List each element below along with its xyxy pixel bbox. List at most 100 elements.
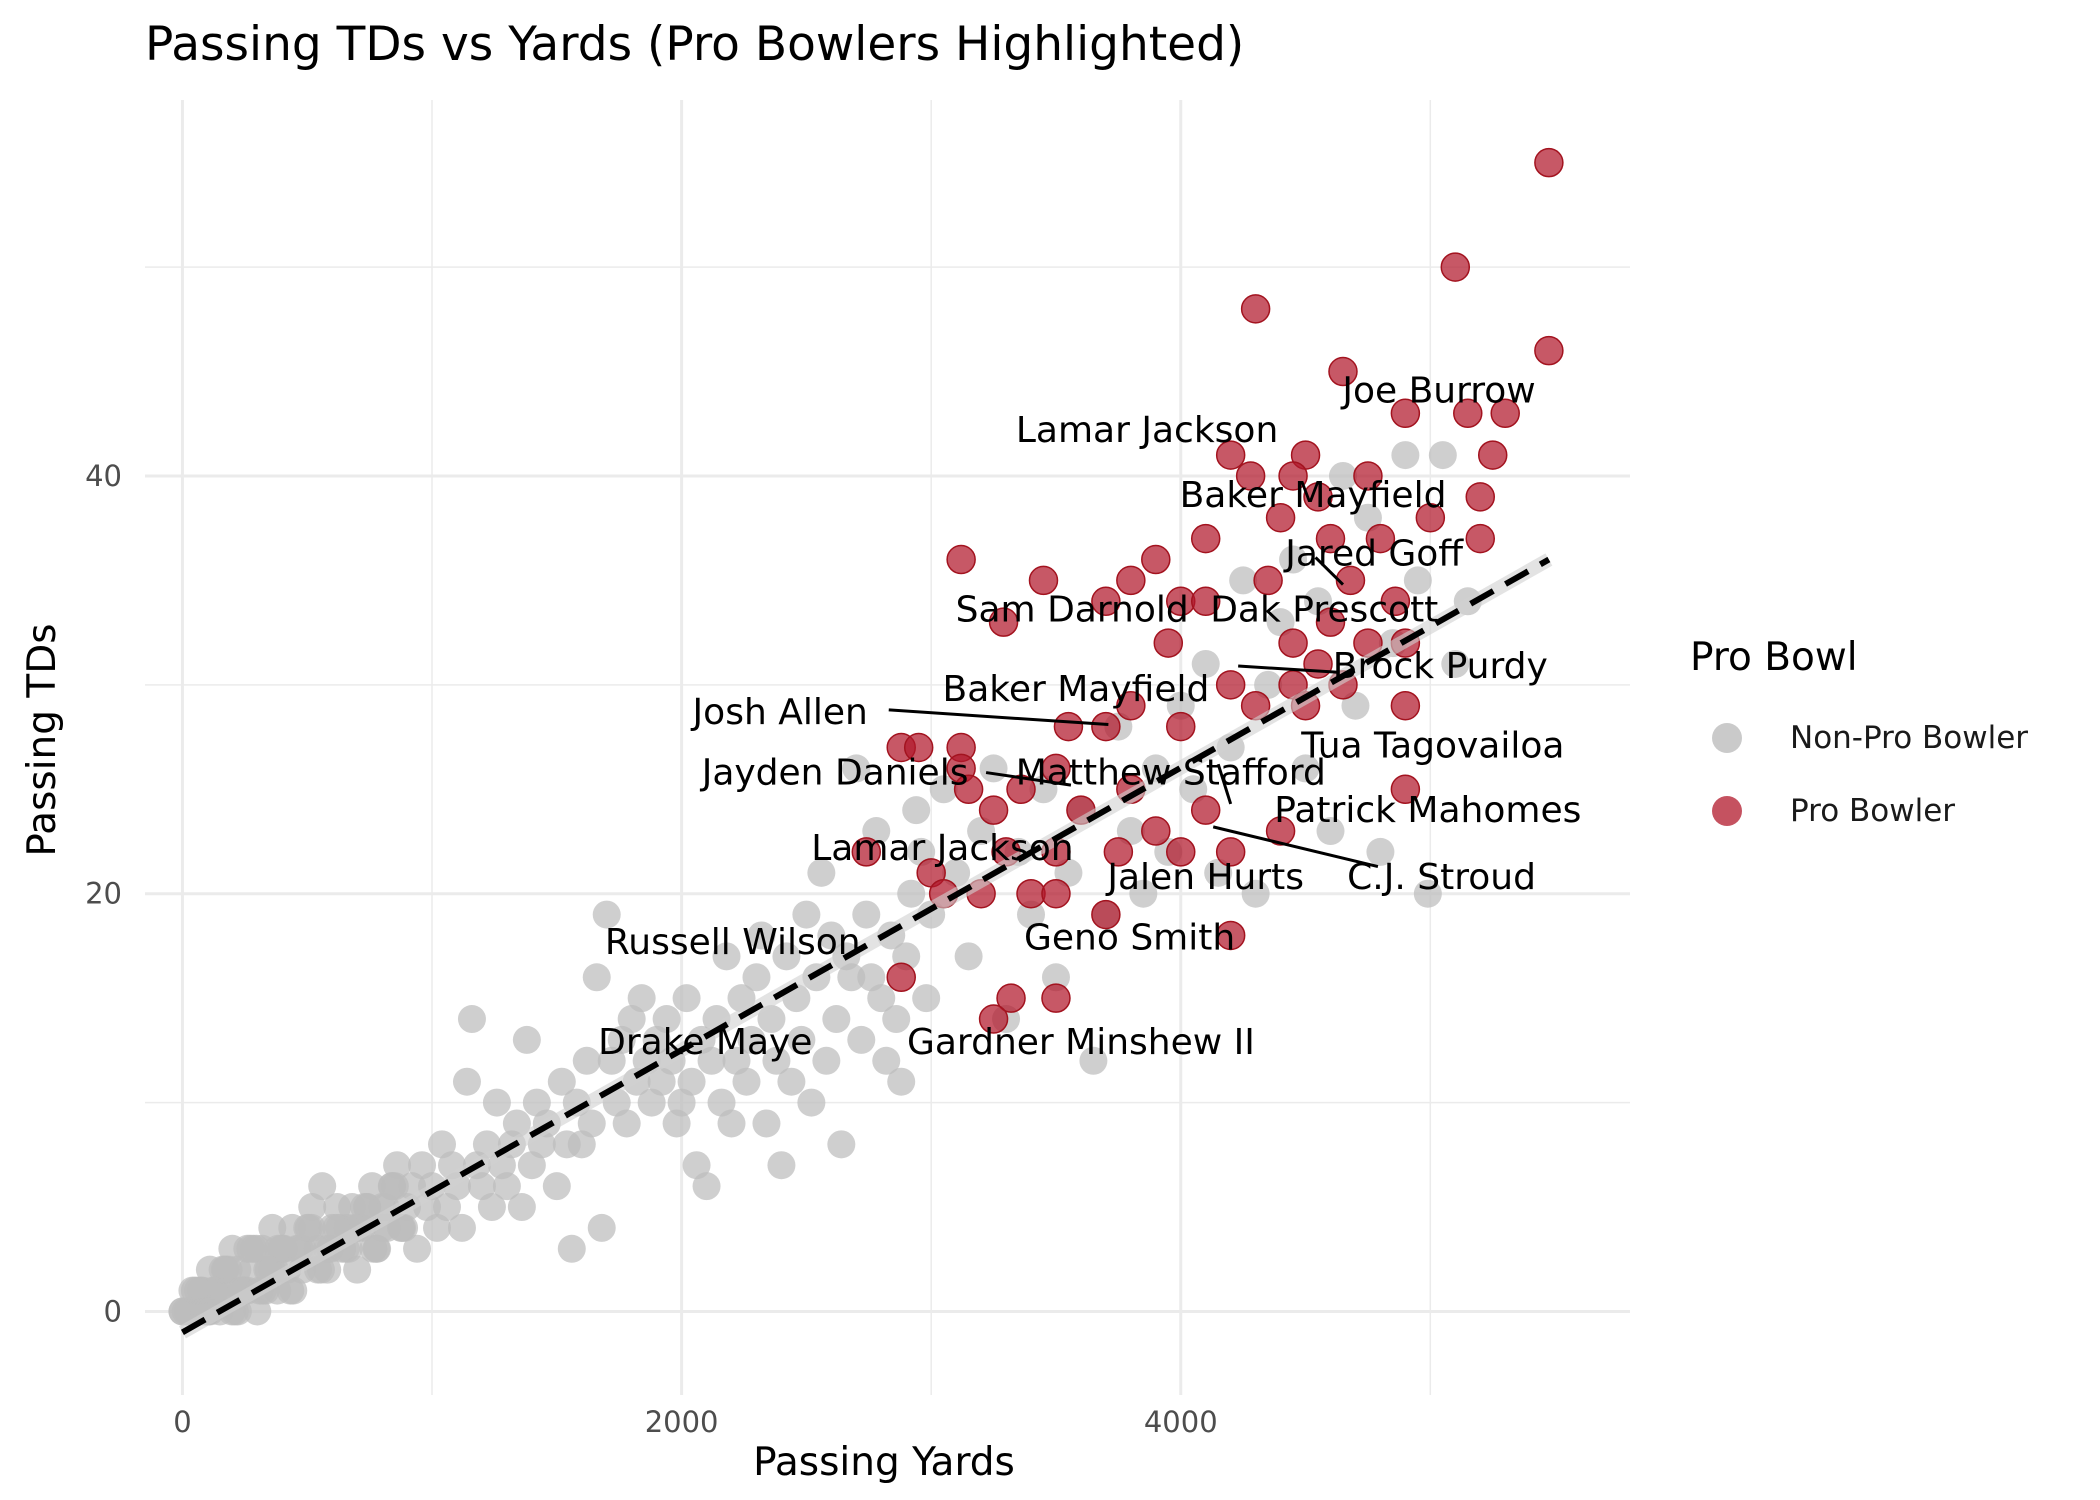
x-tick-label: 2000 (645, 1405, 719, 1439)
leader-line (888, 708, 1109, 727)
data-point-non-pro (507, 1193, 536, 1222)
x-tick-label: 0 (173, 1405, 191, 1439)
data-point-non-pro (1017, 900, 1046, 929)
data-point-non-pro (697, 1046, 726, 1075)
data-point-non-pro (757, 1005, 786, 1034)
data-point-non-pro (577, 1109, 606, 1138)
data-point-non-pro (717, 1109, 746, 1138)
data-point-non-pro (752, 1109, 781, 1138)
data-point-non-pro (1316, 817, 1345, 846)
data-point-non-pro (637, 1088, 666, 1117)
data-point-non-pro (707, 1088, 736, 1117)
legend-label-non-pro-bowler: Non-Pro Bowler (1790, 720, 2028, 756)
trend-line (178, 553, 1553, 1339)
data-point-non-pro (1116, 817, 1145, 846)
leader-line (1216, 763, 1233, 805)
annotation-label: Sam Darnold (956, 590, 1189, 631)
data-point-non-pro (607, 1025, 636, 1054)
data-point-non-pro (902, 796, 931, 825)
data-point-non-pro (837, 963, 866, 992)
data-point-pro (1440, 252, 1471, 282)
data-point-non-pro (1179, 775, 1208, 804)
data-point-non-pro (447, 1213, 476, 1242)
data-point-non-pro (929, 775, 958, 804)
data-point-pro (1215, 920, 1246, 951)
data-point-pro (886, 962, 916, 993)
y-tick-labels: 0 20 40 (85, 459, 122, 1328)
leader-line (1314, 556, 1345, 586)
data-point-non-pro (350, 1193, 379, 1222)
data-point-non-pro (677, 1067, 706, 1096)
data-point-non-pro (208, 1255, 237, 1284)
pro-bowler-points (851, 147, 1564, 1034)
annotation-leader-lines (888, 556, 1379, 869)
chart-title: Passing TDs vs Yards (Pro Bowlers Highli… (145, 17, 1244, 72)
annotation-label: Dak Prescott (1210, 590, 1438, 631)
data-point-non-pro (1166, 691, 1195, 720)
data-point-pro (1490, 398, 1520, 429)
data-point-pro (1415, 502, 1446, 533)
data-point-non-pro (652, 1005, 681, 1034)
data-point-pro (1303, 649, 1333, 679)
data-point-pro (978, 795, 1009, 825)
data-point-pro (1116, 565, 1146, 596)
data-point-non-pro (1229, 566, 1258, 595)
data-point-non-pro (817, 921, 846, 950)
data-point-non-pro (872, 1046, 901, 1075)
data-point-non-pro (797, 1088, 826, 1117)
data-point-pro (1016, 878, 1046, 909)
data-point-pro (1465, 482, 1496, 512)
annotation-label: Drake Maye (598, 1022, 812, 1063)
trend-dashed-line (180, 556, 1551, 1335)
data-point-non-pro (682, 1151, 711, 1180)
data-point-pro (1453, 398, 1483, 429)
data-point-non-pro (777, 1067, 806, 1096)
data-point-pro (1278, 461, 1308, 491)
data-point-pro (1240, 294, 1271, 324)
data-point-non-pro (812, 1046, 841, 1075)
data-point-non-pro (467, 1172, 496, 1201)
data-point-non-pro (1054, 858, 1083, 887)
data-point-non-pro (772, 942, 801, 971)
x-tick-label: 4000 (1144, 1405, 1218, 1439)
data-point-pro (1477, 440, 1508, 470)
data-point-pro (996, 983, 1026, 1013)
data-point-pro (1235, 461, 1266, 491)
data-point-pro (953, 774, 984, 805)
data-point-non-pro (967, 817, 996, 846)
data-point-pro (978, 1004, 1009, 1034)
data-point-non-pro (236, 1234, 265, 1263)
legend-key-non-pro-bowler (1712, 723, 1742, 753)
data-point-non-pro (712, 942, 741, 971)
data-point-non-pro (767, 1151, 796, 1180)
data-point-non-pro (1291, 754, 1320, 783)
annotation-label: Jayden Daniels (700, 753, 969, 794)
data-point-non-pro (732, 1067, 761, 1096)
data-point-non-pro (452, 1067, 481, 1096)
data-point-non-pro (1041, 963, 1070, 992)
data-point-non-pro (592, 900, 621, 929)
legend-label-pro-bowler: Pro Bowler (1790, 793, 1955, 829)
data-point-non-pro (557, 1234, 586, 1263)
data-point-pro (1053, 711, 1084, 742)
data-point-pro (1534, 147, 1564, 178)
data-point-non-pro (822, 1005, 851, 1034)
data-point-non-pro (517, 1151, 546, 1180)
data-point-pro (1141, 816, 1171, 846)
data-point-pro (1091, 711, 1121, 742)
annotation-labels: Joe Burrow Lamar Jackson Baker Mayfield Jar… (598, 370, 1581, 1063)
annotation-label: Joe Burrow (1340, 370, 1535, 411)
data-point-non-pro (1129, 879, 1158, 908)
data-point-non-pro (1366, 837, 1395, 866)
data-point-non-pro (477, 1193, 506, 1222)
leader-line (1212, 825, 1379, 869)
data-point-non-pro (432, 1193, 461, 1222)
data-point-pro (1028, 565, 1059, 596)
data-point-pro (1315, 523, 1346, 554)
data-point-non-pro (1413, 879, 1442, 908)
annotation-label: Tua Tagovailoa (1300, 725, 1564, 766)
data-point-pro (1215, 670, 1246, 700)
annotation-label: Jared Goff (1283, 533, 1464, 574)
data-point-pro (851, 837, 882, 867)
